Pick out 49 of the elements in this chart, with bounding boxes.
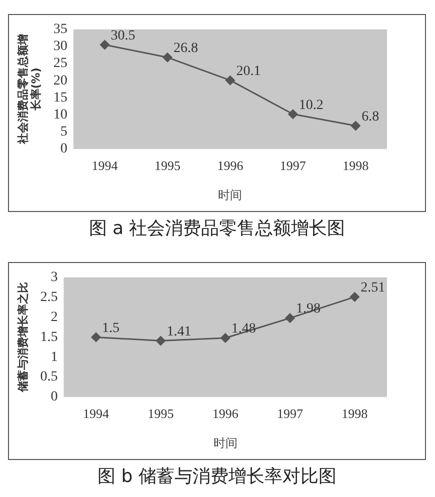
point (288, 109, 298, 119)
x-tick-label: 1997 (277, 406, 304, 422)
data-label: 1.41 (166, 324, 192, 340)
data-label: 10.2 (298, 98, 324, 113)
data-label: 26.8 (173, 41, 198, 56)
x-tick-label: 1995 (154, 158, 180, 174)
data-label: 30.5 (110, 28, 136, 44)
y-tick-label: 2.5 (40, 290, 58, 306)
data-label: 1.5 (102, 320, 120, 336)
y-tick-label: 0 (60, 142, 68, 157)
y-tick-label: 3 (50, 270, 58, 286)
y-tick-label: 30 (53, 39, 68, 54)
y-tick-label: 0.5 (40, 370, 58, 385)
point (285, 313, 295, 323)
x-tick-label: 1997 (280, 158, 306, 174)
point (225, 76, 235, 86)
point (100, 40, 110, 50)
data-label: 20.1 (236, 64, 261, 79)
y-tick-label: 15 (53, 90, 68, 106)
y-tick-label: 2 (50, 310, 58, 325)
x-tick-label: 1998 (342, 158, 369, 174)
y-tick-label: 10 (53, 108, 68, 122)
y-tick-label: 1 (50, 350, 58, 365)
y-axis-title: 社会消费品零售总额增长率(%) (16, 34, 43, 146)
y-axis-title: 储蓄与消费增长率之比 (16, 282, 30, 394)
x-tick-label: 1996 (217, 158, 244, 174)
x-tick-label: 1998 (342, 406, 368, 422)
point (156, 336, 166, 346)
x-tick-label: 1995 (148, 406, 174, 422)
data-label: 2.51 (360, 280, 386, 296)
x-axis-title: 时间 (213, 436, 238, 450)
y-tick-label: 35 (53, 22, 68, 38)
point (162, 52, 172, 62)
y-tick-label: 0 (50, 390, 58, 405)
text: 图 b 储蓄与消费增长率对比图 (96, 465, 338, 488)
point (91, 332, 101, 342)
x-tick-label: 1994 (83, 406, 110, 422)
point (350, 121, 360, 131)
y-tick-label: 1.5 (40, 330, 58, 345)
text: 图 a 社会消费品零售总额增长图 (88, 217, 346, 240)
x-tick-label: 1996 (212, 406, 239, 422)
data-label: 6.8 (362, 109, 380, 124)
y-tick-label: 25 (53, 56, 68, 72)
y-tick-label: 20 (53, 73, 68, 88)
x-axis-title: 时间 (218, 188, 242, 202)
y-tick-label: 5 (60, 124, 68, 140)
point (220, 333, 230, 343)
x-tick-label: 1994 (92, 158, 118, 174)
point (350, 292, 360, 302)
